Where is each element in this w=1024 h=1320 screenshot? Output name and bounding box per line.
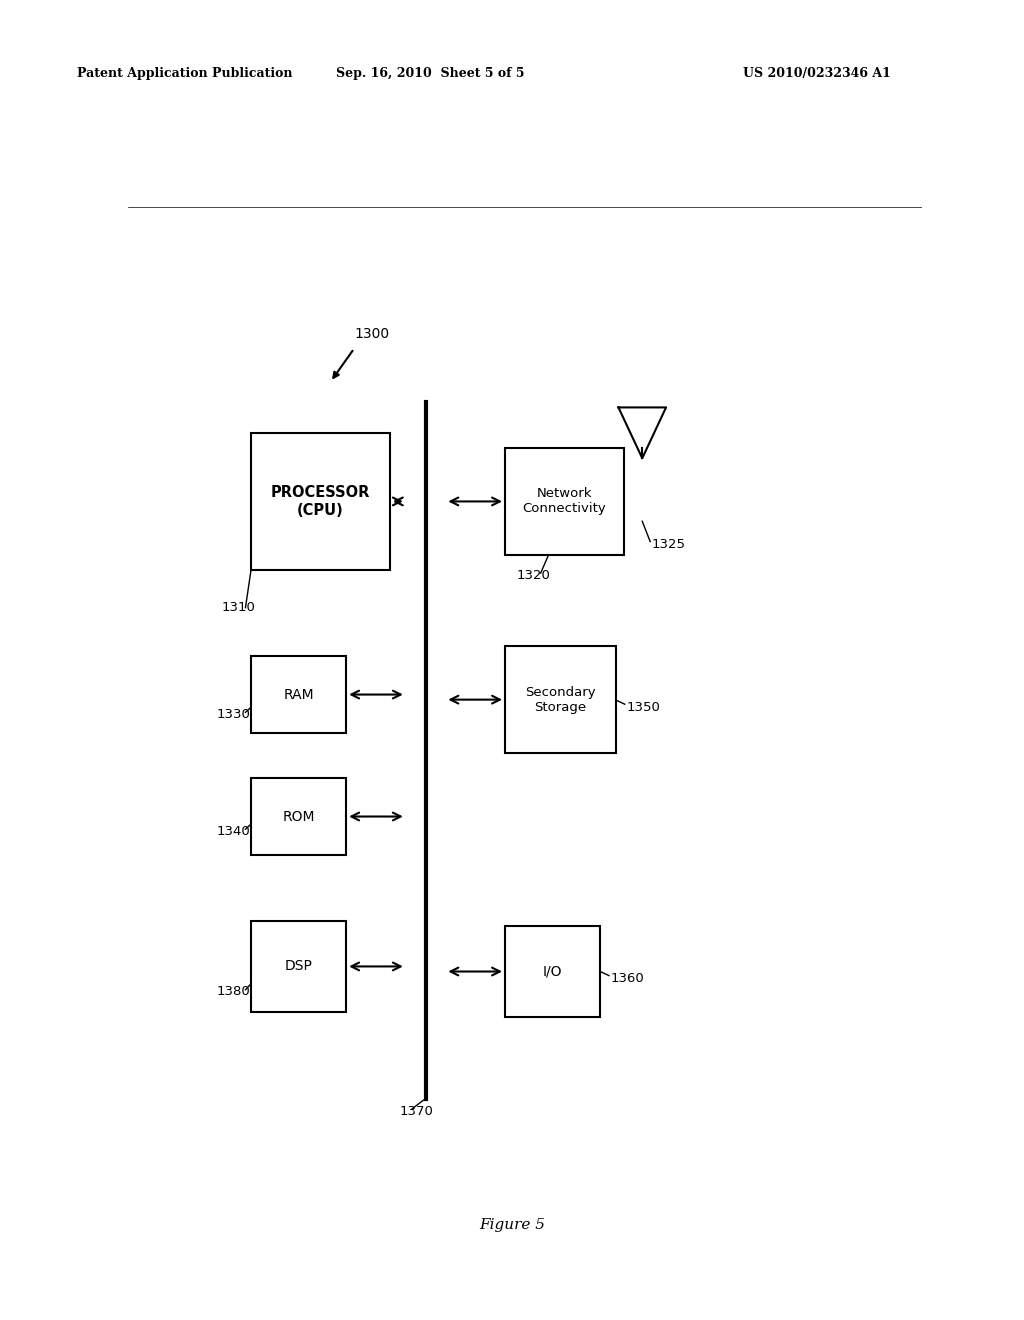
Bar	[251, 921, 346, 1012]
Text: Patent Application Publication: Patent Application Publication	[77, 67, 292, 81]
Text: 1320: 1320	[517, 569, 551, 582]
Text: 1340: 1340	[217, 825, 251, 838]
Bar	[251, 433, 390, 570]
Text: 1380: 1380	[217, 985, 251, 998]
Bar	[251, 779, 346, 854]
Text: I/O: I/O	[543, 965, 562, 978]
Text: 1310: 1310	[221, 601, 256, 614]
Text: DSP: DSP	[285, 960, 312, 973]
Text: PROCESSOR
(CPU): PROCESSOR (CPU)	[270, 486, 370, 517]
Text: ROM: ROM	[283, 809, 314, 824]
Text: Network
Connectivity: Network Connectivity	[522, 487, 606, 515]
Text: Figure 5: Figure 5	[479, 1218, 545, 1232]
Bar	[505, 925, 600, 1018]
Text: 1300: 1300	[354, 327, 389, 342]
Text: Secondary
Storage: Secondary Storage	[525, 685, 596, 714]
Text: US 2010/0232346 A1: US 2010/0232346 A1	[743, 67, 891, 81]
Text: 1330: 1330	[217, 708, 251, 721]
Bar	[505, 647, 616, 752]
Text: RAM: RAM	[284, 688, 314, 701]
Text: 1360: 1360	[610, 972, 644, 985]
Bar	[251, 656, 346, 733]
Text: 1325: 1325	[652, 539, 686, 552]
Text: 1350: 1350	[627, 701, 660, 714]
Bar	[505, 447, 624, 554]
Text: Sep. 16, 2010  Sheet 5 of 5: Sep. 16, 2010 Sheet 5 of 5	[336, 67, 524, 81]
Text: 1370: 1370	[399, 1105, 433, 1118]
